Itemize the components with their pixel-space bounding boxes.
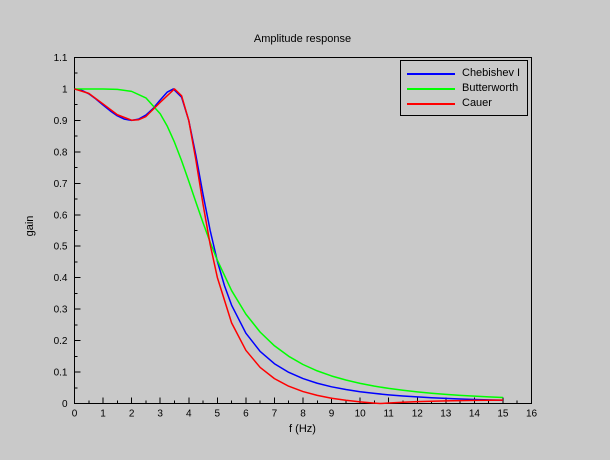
legend-swatch [407,87,455,90]
x-tick-label: 5 [215,409,221,420]
chart-title: Amplitude response [253,33,352,45]
x-tick-label: 11 [383,409,394,420]
y-tick-label: 0.5 [54,242,68,253]
legend-label: Chebishev I [462,67,521,79]
x-tick-label: 15 [497,409,509,420]
y-tick-label: 0.8 [54,147,68,158]
x-tick-label: 10 [355,409,367,420]
x-tick-label: 2 [129,409,135,420]
y-tick-label: 1.1 [54,53,68,64]
y-tick-label: 1 [62,84,68,95]
x-tick-label: 1 [100,409,106,420]
y-tick-label: 0.6 [54,210,68,221]
series-line-cauer [74,88,503,405]
y-tick-label: 0 [62,399,68,410]
series-line-chebishev-i [74,88,503,402]
x-tick-label: 8 [300,409,306,420]
y-tick-label: 0.7 [54,179,68,190]
y-tick-label: 0.4 [54,273,68,284]
series-line-butterworth [74,88,503,399]
legend-item: Cauer [401,96,527,111]
legend-label: Butterworth [462,82,519,94]
y-tick-label: 0.9 [54,116,68,127]
x-tick-label: 7 [272,409,278,420]
y-tick-label: 0.2 [54,336,68,347]
x-tick-label: 0 [72,409,78,420]
legend-item: Chebishev I [401,66,527,81]
y-tick-label: 0.1 [54,368,68,379]
x-tick-label: 4 [186,409,192,420]
legend-item: Butterworth [401,81,527,96]
x-tick-label: 9 [329,409,335,420]
x-tick-label: 12 [412,409,424,420]
x-axis-label: f (Hz) [289,423,316,435]
x-tick-label: 16 [526,409,538,420]
legend-label: Cauer [462,97,492,109]
y-tick-label: 0.3 [54,305,68,316]
legend-swatch [407,72,455,75]
x-tick-label: 13 [440,409,452,420]
x-tick-label: 14 [469,409,481,420]
x-tick-label: 3 [157,409,163,420]
y-axis-label: gain [24,215,36,237]
legend-swatch [407,102,455,105]
x-tick-label: 6 [243,409,249,420]
legend: Chebishev I Butterworth Cauer [400,60,528,116]
